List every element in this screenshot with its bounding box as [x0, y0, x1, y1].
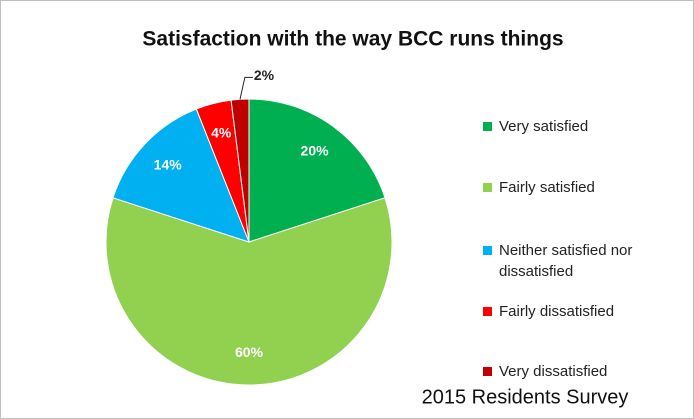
- pie-slice: [112, 108, 250, 243]
- leader-line: [239, 76, 253, 100]
- data-label: 4%: [211, 125, 232, 141]
- legend-swatch: [483, 307, 492, 316]
- legend-label: Very satisfied: [499, 118, 589, 135]
- legend-item: Very satisfied: [483, 116, 688, 137]
- data-label: 2%: [254, 67, 275, 83]
- legend-item: Very dissatisfied: [483, 361, 688, 382]
- legend-item: Fairly satisfied: [483, 177, 688, 198]
- legend-swatch: [483, 122, 492, 131]
- data-label: 14%: [154, 156, 183, 172]
- pie-slice: [105, 197, 393, 386]
- legend-item: Fairly dissatisfied: [483, 301, 688, 322]
- legend-label: Fairly dissatisfied: [499, 303, 615, 320]
- legend-label: Neither satisfied nor dissatisfied: [499, 242, 633, 280]
- legend-label: Fairly satisfied: [499, 179, 595, 196]
- pie-slice: [230, 98, 250, 243]
- data-label: 60%: [235, 344, 264, 360]
- legend-swatch: [483, 183, 492, 192]
- legend-swatch: [483, 367, 492, 376]
- pie-slice: [248, 98, 386, 243]
- legend-item: Neither satisfied nor dissatisfied: [483, 240, 688, 282]
- legend-label: Very dissatisfied: [499, 363, 608, 380]
- data-label: 20%: [301, 142, 330, 158]
- chart-title: Satisfaction with the way BCC runs thing…: [142, 28, 563, 51]
- annotation: 2015 Residents Survey: [422, 386, 629, 408]
- legend-swatch: [483, 246, 492, 255]
